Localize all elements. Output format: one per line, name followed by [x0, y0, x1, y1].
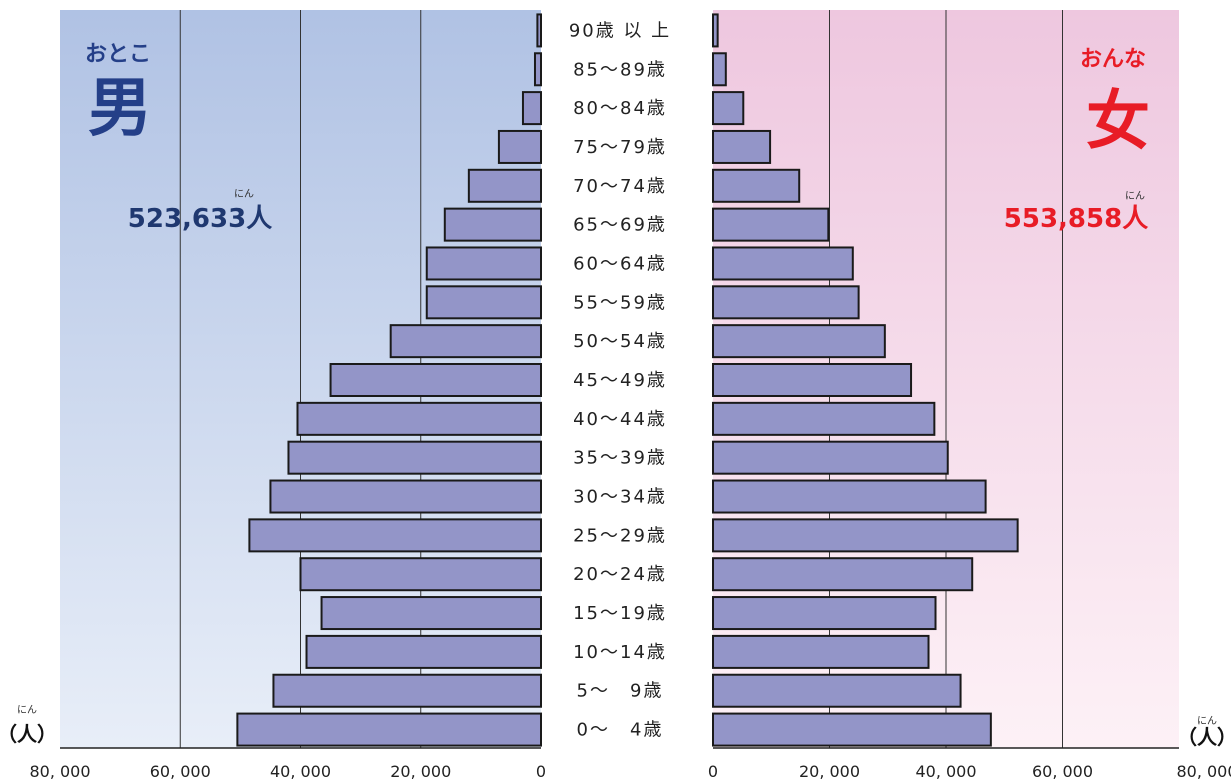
female-label: 女 [1086, 85, 1150, 159]
female-bar [712, 52, 727, 87]
female-bar [712, 634, 930, 669]
male-bar [287, 440, 542, 475]
female-bar [712, 129, 772, 164]
x-tick-labels: 80, 000 60, 000 40, 000 20, 000 0 0 20, 000 40,… [29, 762, 1231, 781]
age-label: 70～74歳 [573, 176, 667, 197]
unit-label-right: （人） [1177, 725, 1231, 749]
male-bar [305, 634, 543, 669]
male-total-reading: にん [234, 188, 254, 200]
age-label: 90歳 以 上 [569, 20, 671, 41]
female-bar [712, 596, 937, 631]
male-bar [467, 168, 543, 203]
x-tick-label-male: 20, 000 [390, 762, 451, 781]
age-label: 35～39歳 [573, 448, 667, 469]
x-tick-label-male: 40, 000 [270, 762, 331, 781]
female-bar [712, 285, 860, 320]
male-bar [536, 13, 543, 48]
female-bar [712, 363, 913, 397]
age-label: 75～79歳 [573, 137, 667, 158]
age-label: 50～54歳 [573, 331, 667, 352]
female-bar [712, 168, 801, 203]
female-bar [712, 13, 719, 48]
male-total: 523,633人 [128, 204, 272, 234]
female-reading: おんな [1080, 47, 1146, 72]
female-bar [712, 479, 987, 514]
female-bar [712, 673, 962, 708]
male-bar [425, 246, 543, 281]
x-tick-label-male: 60, 000 [150, 762, 211, 781]
female-bar [712, 712, 992, 747]
x-tick-label-male: 0 [536, 762, 546, 781]
unit-label-left: （人） [0, 722, 57, 746]
male-bar [329, 363, 542, 397]
female-bar [712, 91, 745, 126]
female-total-reading: にん [1125, 190, 1145, 202]
male-label: 男 [88, 72, 152, 146]
unit-reading-right: にん [1197, 715, 1217, 727]
male-bar [320, 596, 543, 631]
male-bar [521, 91, 543, 126]
age-label: 65～69歳 [573, 215, 667, 236]
age-label: 60～64歳 [573, 253, 667, 274]
x-tick-label-female: 20, 000 [799, 762, 860, 781]
age-labels: 90歳 以 上 85～89歳 80～84歳 75～79歳 70～74歳 65～69歳 60～… [569, 20, 671, 741]
bars [236, 13, 1019, 747]
female-bar [712, 207, 830, 242]
male-bar [236, 712, 542, 747]
x-tick-label-female: 60, 000 [1032, 762, 1093, 781]
age-label: 0～ 4歳 [577, 720, 664, 741]
male-bar [296, 401, 542, 436]
age-label: 10～14歳 [573, 642, 667, 663]
age-label: 20～24歳 [573, 564, 667, 585]
male-bar [272, 673, 542, 708]
male-bar [299, 557, 542, 592]
age-label: 25～29歳 [573, 525, 667, 546]
age-label: 85～89歳 [573, 59, 667, 80]
x-tick-label-female: 40, 000 [915, 762, 976, 781]
female-bar [712, 557, 974, 592]
age-label: 40～44歳 [573, 409, 667, 430]
male-reading: おとこ [85, 42, 151, 67]
x-tick-label-female: 0 [708, 762, 718, 781]
male-bar [248, 518, 543, 553]
male-bar [533, 52, 542, 87]
age-label: 30～34歳 [573, 487, 667, 508]
age-label: 55～59歳 [573, 292, 667, 313]
age-label: 5～ 9歳 [577, 681, 664, 702]
unit-reading-left: にん [17, 704, 37, 716]
age-label: 45～49歳 [573, 370, 667, 391]
male-bar [389, 324, 542, 359]
male-bar [425, 285, 543, 320]
female-bar [712, 246, 854, 281]
age-label: 80～84歳 [573, 98, 667, 119]
female-bar [712, 324, 886, 359]
x-tick-label-male: 80, 000 [29, 762, 90, 781]
x-tick-label-female: 80, 000 [1176, 762, 1231, 781]
male-bar [497, 129, 543, 164]
female-bar [712, 401, 936, 436]
female-total: 553,858人 [1004, 204, 1148, 234]
female-bar [712, 440, 949, 475]
male-bar [443, 207, 542, 242]
age-label: 15～19歳 [573, 603, 667, 624]
male-bar [269, 479, 542, 514]
female-bar [712, 518, 1019, 553]
